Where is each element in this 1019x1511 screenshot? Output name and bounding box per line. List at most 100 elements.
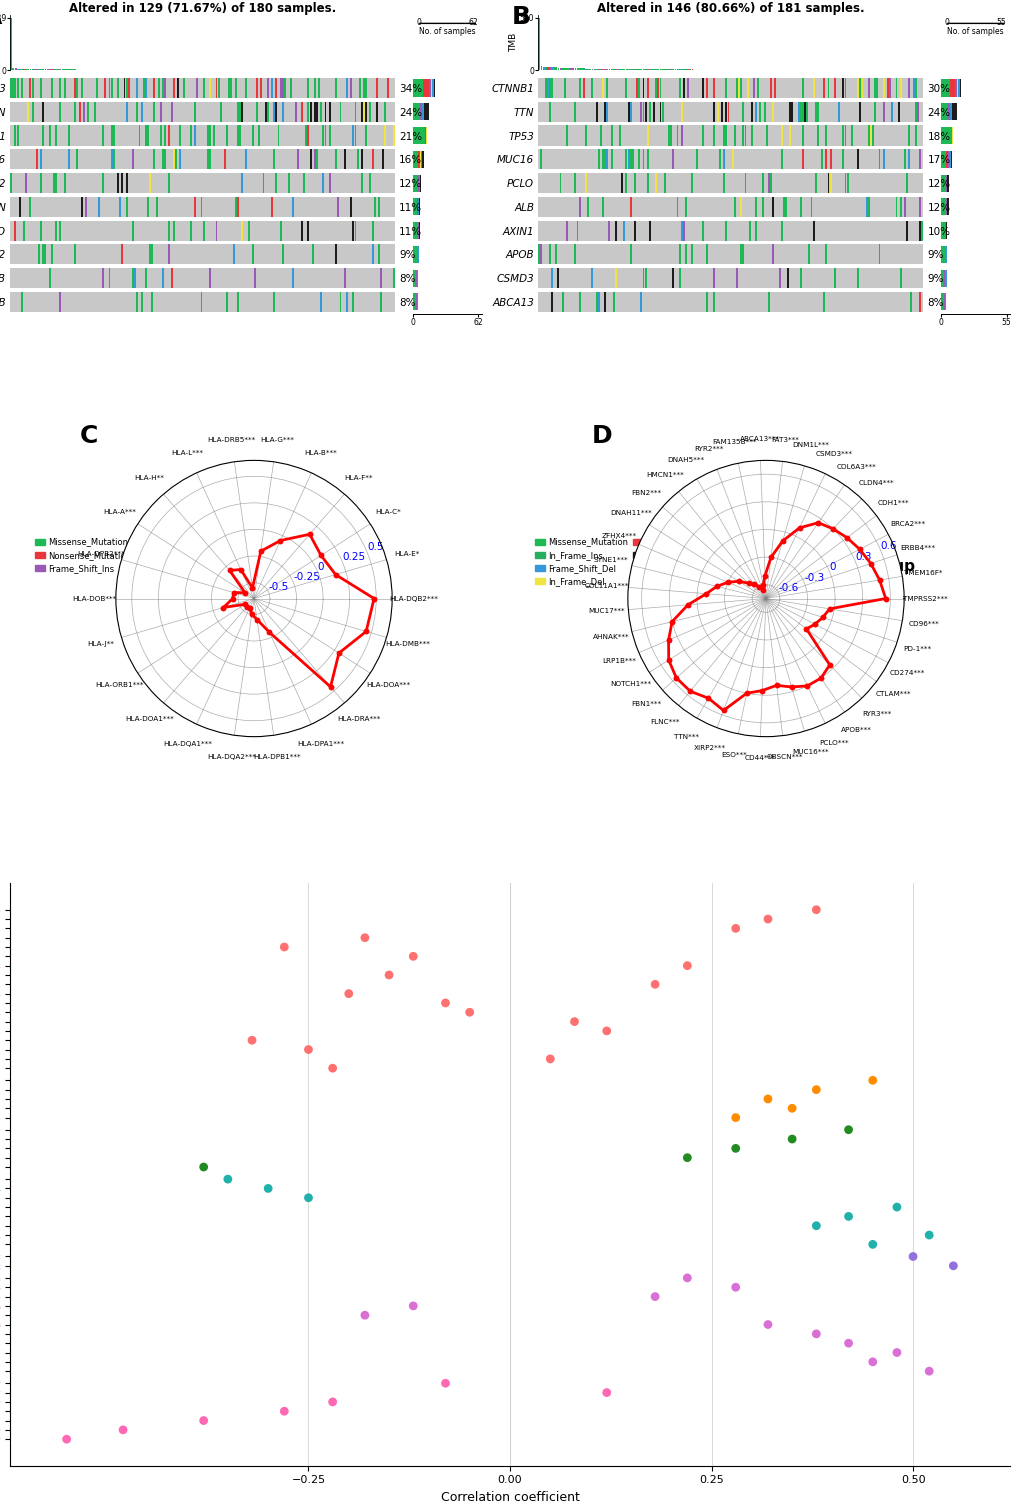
Point xyxy=(719,570,736,594)
Bar xyxy=(754,101,756,122)
Bar xyxy=(63,172,65,193)
Bar xyxy=(669,125,672,145)
Point xyxy=(679,1145,695,1170)
Bar xyxy=(20,292,22,311)
Bar xyxy=(335,150,337,169)
Bar xyxy=(867,196,869,218)
Bar xyxy=(413,246,417,263)
Bar xyxy=(701,79,703,98)
Bar xyxy=(135,267,136,289)
Bar xyxy=(121,245,123,264)
Bar xyxy=(339,292,341,311)
Bar xyxy=(209,79,211,98)
Bar xyxy=(597,150,599,169)
Bar xyxy=(137,292,139,311)
Bar xyxy=(297,150,299,169)
Bar xyxy=(725,125,727,145)
Bar xyxy=(822,79,824,98)
Bar xyxy=(559,172,560,193)
Point xyxy=(799,674,815,698)
Bar xyxy=(667,125,669,145)
Bar xyxy=(642,101,644,122)
Bar xyxy=(945,269,946,287)
Bar xyxy=(856,150,858,169)
Bar xyxy=(18,196,20,218)
Bar xyxy=(345,79,347,98)
Bar xyxy=(215,221,217,240)
Bar xyxy=(418,151,419,168)
Bar xyxy=(10,125,394,145)
Bar xyxy=(574,245,576,264)
Bar xyxy=(16,68,18,71)
Bar xyxy=(725,221,727,240)
Point xyxy=(598,1381,614,1405)
Bar xyxy=(132,267,133,289)
Bar xyxy=(415,269,417,287)
Bar xyxy=(23,221,24,240)
Bar xyxy=(376,79,377,98)
Bar xyxy=(680,125,682,145)
Text: 55: 55 xyxy=(996,18,1006,27)
Bar xyxy=(74,245,76,264)
Bar xyxy=(634,221,635,240)
Bar xyxy=(102,125,104,145)
Point xyxy=(244,1027,260,1052)
Bar xyxy=(546,79,548,98)
Bar xyxy=(234,79,236,98)
Point xyxy=(357,926,373,950)
Point xyxy=(798,616,814,641)
Bar xyxy=(359,79,361,98)
Bar xyxy=(12,68,14,71)
Bar xyxy=(954,80,956,97)
Bar xyxy=(256,101,258,122)
Bar xyxy=(629,101,631,122)
Bar xyxy=(691,245,693,264)
Bar xyxy=(125,172,127,193)
Bar xyxy=(14,79,16,98)
Bar xyxy=(593,68,595,71)
Bar xyxy=(538,79,922,98)
Point xyxy=(330,641,346,665)
Bar xyxy=(595,68,597,71)
Bar xyxy=(546,66,548,71)
Point xyxy=(598,1018,614,1043)
Bar xyxy=(164,125,166,145)
Bar xyxy=(787,267,789,289)
Bar xyxy=(646,172,648,193)
Point xyxy=(327,562,343,586)
Bar xyxy=(281,79,283,98)
Bar xyxy=(619,125,621,145)
Point xyxy=(784,1095,800,1120)
Bar xyxy=(42,125,44,145)
Bar xyxy=(873,79,875,98)
Bar xyxy=(587,68,589,71)
Bar xyxy=(380,267,382,289)
Bar xyxy=(292,196,294,218)
Bar xyxy=(271,196,273,218)
Bar xyxy=(659,79,660,98)
Bar xyxy=(201,196,202,218)
Point xyxy=(261,620,277,644)
Point xyxy=(659,629,676,653)
Bar xyxy=(712,101,714,122)
Point xyxy=(324,1056,340,1080)
Bar xyxy=(905,172,907,193)
Bar xyxy=(538,196,922,218)
Bar xyxy=(824,125,826,145)
Point xyxy=(461,1000,477,1024)
Point xyxy=(727,1106,743,1130)
Bar xyxy=(384,125,386,145)
Bar xyxy=(125,101,127,122)
Point xyxy=(756,564,772,588)
Bar xyxy=(117,79,119,98)
Bar xyxy=(625,79,627,98)
Bar xyxy=(736,79,738,98)
Bar xyxy=(121,172,123,193)
Bar xyxy=(36,150,38,169)
Bar xyxy=(738,79,740,98)
Bar xyxy=(952,103,956,121)
Bar xyxy=(422,151,423,168)
Bar xyxy=(538,101,922,122)
Bar xyxy=(761,172,763,193)
Bar xyxy=(683,79,684,98)
